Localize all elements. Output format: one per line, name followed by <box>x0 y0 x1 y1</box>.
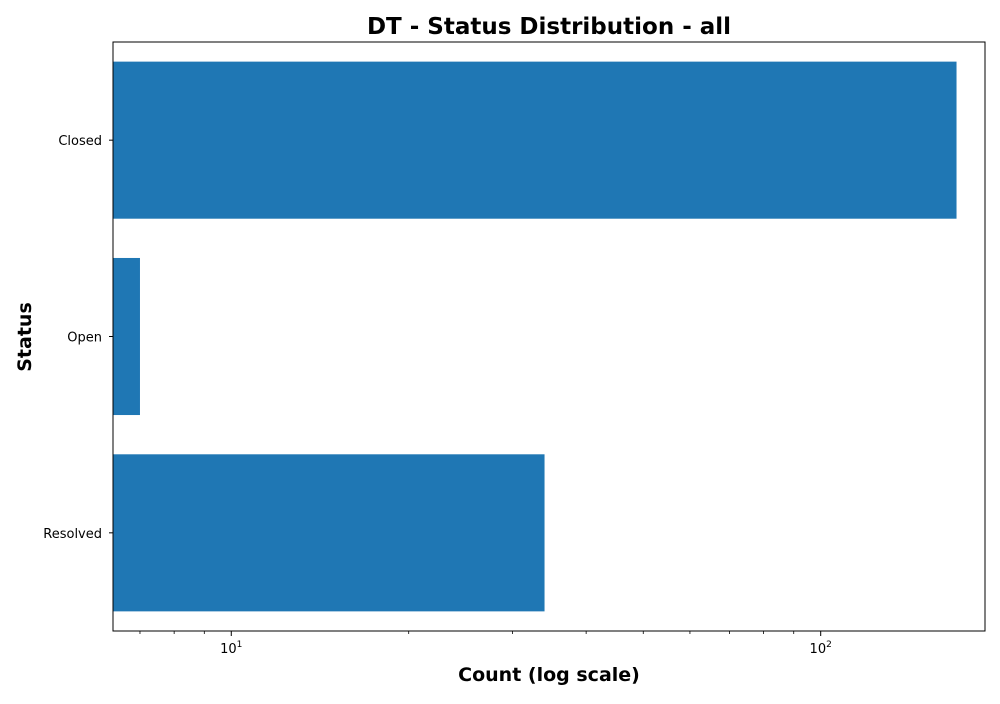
bars-layer <box>113 61 957 612</box>
bar-closed <box>113 61 957 219</box>
x-tick-label: 101 <box>220 640 242 657</box>
x-tick-label-base: 10 <box>220 642 237 657</box>
plot-frame <box>112 41 986 632</box>
y-tick-label-closed: Closed <box>58 134 102 149</box>
x-axis-label: Count (log scale) <box>458 664 640 686</box>
x-tick-label-exponent: 2 <box>826 640 832 650</box>
x-tick-label: 102 <box>810 640 832 657</box>
bar-open <box>113 257 140 416</box>
x-tick-label-exponent: 1 <box>237 640 243 650</box>
bar-resolved <box>113 454 545 612</box>
y-tick-label-resolved: Resolved <box>43 527 102 542</box>
y-axis-label: Status <box>14 302 36 372</box>
chart-title: DT - Status Distribution - all <box>367 14 731 40</box>
x-tick-label-base: 10 <box>810 642 827 657</box>
y-tick-label-open: Open <box>67 331 102 346</box>
